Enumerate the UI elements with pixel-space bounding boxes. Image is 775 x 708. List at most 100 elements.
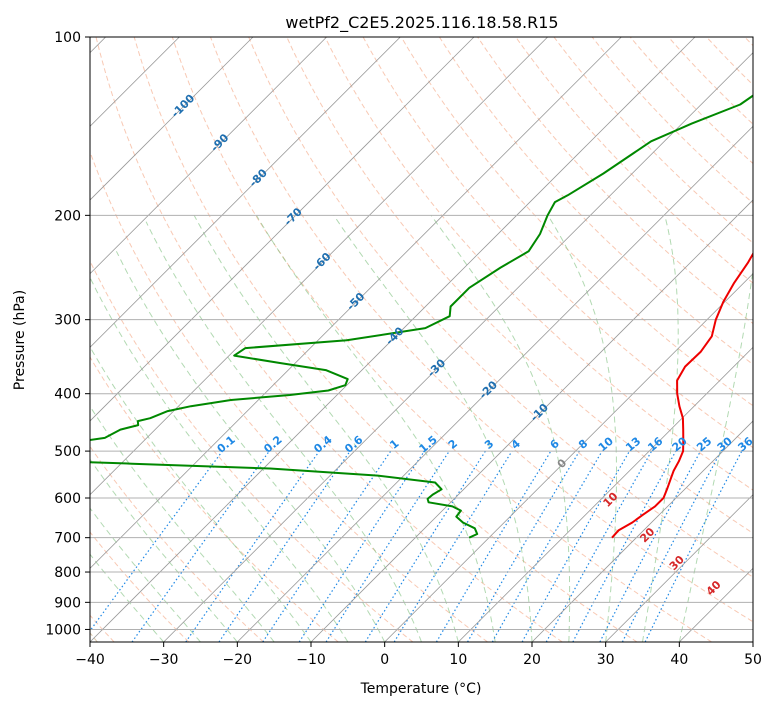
mixing-ratio-label: 6 <box>548 437 562 452</box>
isotherm-label: -10 <box>528 401 551 424</box>
isotherm-label: -70 <box>282 205 305 228</box>
isotherm-line <box>90 37 696 642</box>
isotherm-line <box>310 199 753 642</box>
y-tick-label: 300 <box>54 313 81 329</box>
mixing-ratio-label: 0.1 <box>215 433 238 455</box>
mixing-ratio-line <box>435 450 552 642</box>
moist-adiabat <box>90 458 238 642</box>
y-axis: 100 200 300 400 500 600 700 800 900 1000 <box>45 30 90 638</box>
mixing-ratio-line <box>599 450 702 642</box>
y-tick-label: 700 <box>54 531 81 547</box>
x-axis-label: Temperature (°C) <box>360 681 482 697</box>
x-tick-label: 10 <box>449 652 467 668</box>
moist-adiabat <box>90 507 201 642</box>
x-tick-label: −30 <box>149 652 179 668</box>
y-tick-label: 1000 <box>45 622 81 638</box>
dewpoint-line <box>90 94 753 539</box>
background-lines <box>90 37 753 642</box>
moist-adiabat <box>333 215 533 642</box>
isotherm-line <box>679 567 753 642</box>
moist-adiabat <box>678 265 753 642</box>
mixing-ratio-label: 4 <box>509 437 523 452</box>
dry-adiabat <box>171 37 712 642</box>
x-axis: −40 −30 −20 −10 0 10 20 30 40 50 <box>75 642 762 668</box>
mixing-ratio-line <box>644 450 743 642</box>
mixing-ratio-line <box>325 450 450 642</box>
profile-lines <box>90 94 753 539</box>
moist-adiabat <box>90 553 165 642</box>
dry-adiabat <box>90 150 488 642</box>
mixing-ratio-line <box>621 450 722 642</box>
mixing-ratio-line <box>521 450 631 642</box>
wet-bulb-label: 20 <box>637 525 657 545</box>
mixing-ratio-label: 8 <box>576 437 590 452</box>
moist-adiabat <box>115 251 386 642</box>
y-tick-label: 400 <box>54 387 81 403</box>
isotherm-line <box>458 346 753 642</box>
mixing-ratio-line <box>185 450 320 642</box>
x-tick-label: −40 <box>75 652 105 668</box>
y-tick-label: 200 <box>54 208 81 224</box>
mixing-ratio-line <box>131 450 270 642</box>
y-tick-label: 600 <box>54 491 81 507</box>
x-tick-label: 0 <box>380 652 389 668</box>
mixing-ratio-line <box>90 450 223 632</box>
isotherm-label: -100 <box>169 91 198 120</box>
isotherm-label: -30 <box>425 356 448 379</box>
x-tick-label: 50 <box>744 652 762 668</box>
x-tick-label: 20 <box>523 652 541 668</box>
wet-bulb-label: 40 <box>704 578 724 598</box>
x-tick-label: −10 <box>296 652 326 668</box>
mixing-ratio-label: 1 <box>387 437 401 452</box>
mixing-ratio-label: 2 <box>446 437 460 452</box>
isotherm-line <box>163 52 753 642</box>
mixing-ratio-label: 0.4 <box>311 433 335 456</box>
mixing-ratio-line <box>466 450 580 642</box>
dry-adiabat <box>324 37 753 491</box>
isotherm-line <box>90 37 401 348</box>
y-axis-label: Pressure (hPa) <box>12 290 28 390</box>
x-tick-label: 40 <box>670 652 688 668</box>
isotherm-line <box>90 37 475 422</box>
moist-adiabat <box>145 221 422 642</box>
moist-adiabat <box>547 215 617 642</box>
wet-bulb-label: 30 <box>667 553 687 573</box>
isotherm-line <box>752 641 753 642</box>
isotherm-label: -60 <box>310 250 333 273</box>
mixing-ratio-line <box>262 450 392 642</box>
dry-adiabat <box>706 37 753 86</box>
moist-adiabat <box>90 277 349 642</box>
dry-adiabat <box>248 37 753 578</box>
dry-adiabat <box>210 37 753 623</box>
moist-adiabat <box>90 345 312 642</box>
mixing-ratio-label: 0.6 <box>342 433 366 456</box>
dry-adiabat <box>90 445 264 642</box>
mixing-ratio-line <box>218 450 351 642</box>
isotherm-line <box>90 37 327 275</box>
isotherm-line <box>90 37 622 569</box>
dry-adiabat <box>90 531 190 642</box>
isotherm-label: -40 <box>383 324 406 347</box>
plot-frame <box>89 36 754 643</box>
wet-bulb-label: 10 <box>601 490 621 510</box>
mixing-ratio-line <box>545 450 653 642</box>
y-tick-label: 800 <box>54 565 81 581</box>
moist-adiabat <box>642 215 679 642</box>
isotherm-line <box>90 37 548 496</box>
moist-adiabat <box>193 215 459 642</box>
dry-adiabat <box>90 356 339 642</box>
mixing-ratio-line <box>393 450 513 642</box>
dry-adiabat <box>95 37 563 642</box>
y-tick-label: 900 <box>54 595 81 611</box>
dry-adiabat <box>744 37 753 47</box>
mixing-ratio-label: 0.2 <box>261 433 284 455</box>
moist-adiabat <box>90 405 275 642</box>
dry-adiabat <box>515 37 753 284</box>
isotherm-label: 0 <box>555 456 570 471</box>
temperature-line <box>611 251 753 539</box>
y-tick-label: 100 <box>54 30 81 46</box>
isotherm-label: -50 <box>344 290 367 313</box>
isotherm-line <box>237 125 753 642</box>
mixing-ratio-line <box>572 450 677 642</box>
